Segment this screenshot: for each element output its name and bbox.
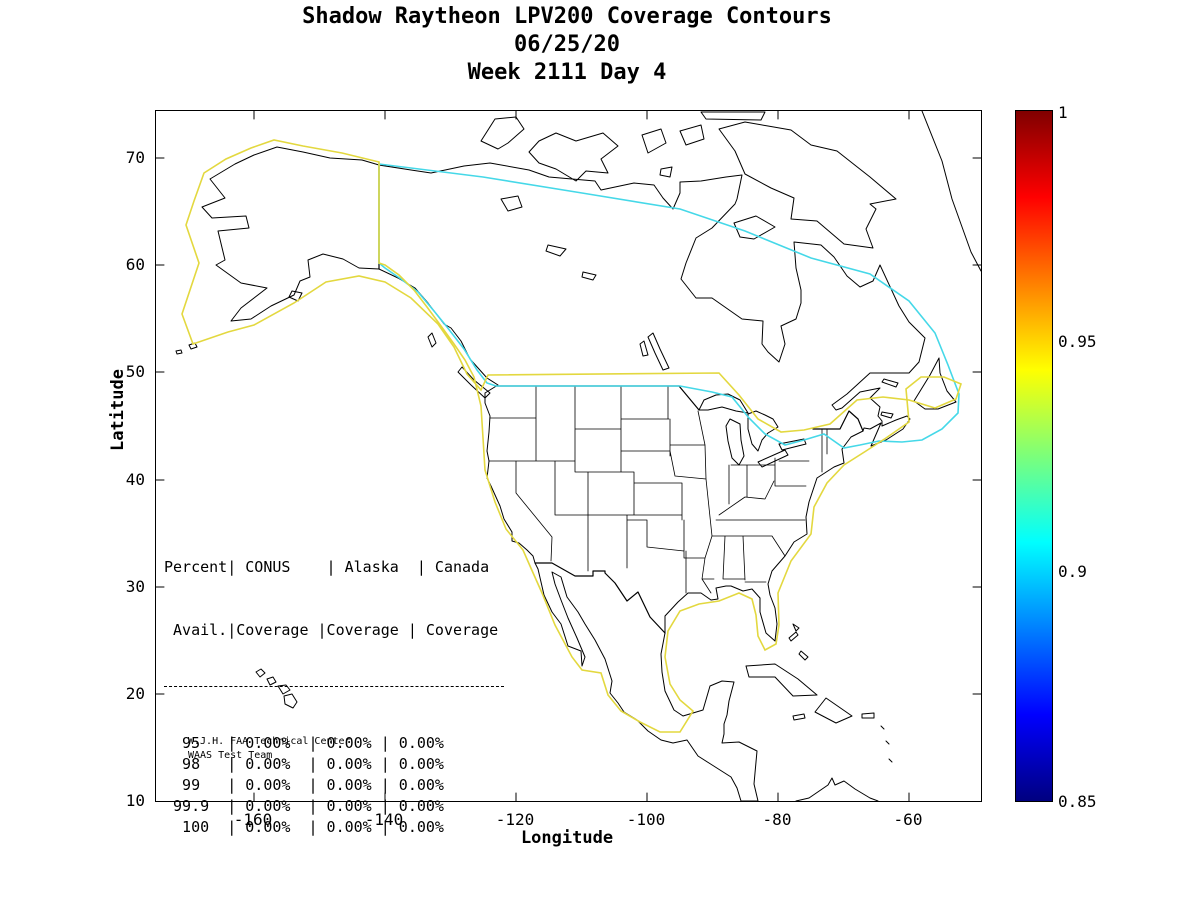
coverage-table-row: 100 | 0.00% | 0.00% | 0.00%: [164, 818, 444, 836]
x-tick-label: -120: [495, 810, 535, 829]
caribbean-islands: [745, 623, 893, 763]
axis-ticks: [156, 111, 981, 801]
coverage-table-row: 99 | 0.00% | 0.00% | 0.00%: [164, 776, 444, 794]
x-tick-label: -80: [762, 810, 792, 829]
coverage-table-header-1: Percent| CONUS | Alaska | Canada: [164, 558, 490, 576]
coverage-table-row: 99.9 | 0.00% | 0.00% | 0.00%: [164, 797, 444, 815]
coverage-table-separator: [164, 683, 504, 687]
y-tick-label: 10: [125, 791, 145, 810]
coverage-contour-0.95: [181, 139, 962, 733]
coverage-contour-0.90: [378, 163, 960, 449]
colorbar-tick-label: 0.85: [1058, 792, 1097, 811]
credit-line-1: W.J.H. FAA Technical Center: [188, 736, 351, 747]
us-state-borders: [488, 385, 828, 594]
colorbar-tick-label: 0.9: [1058, 562, 1087, 581]
colorbar-tick-label: 0.95: [1058, 332, 1097, 351]
x-tick-label: -160: [233, 810, 273, 829]
y-tick-label: 20: [125, 684, 145, 703]
greenland-coast: [921, 111, 981, 272]
plot-subtitle-date: 06/25/20: [514, 32, 620, 57]
x-tick-label: -100: [626, 810, 666, 829]
x-tick-label: -60: [893, 810, 923, 829]
coastline: [201, 146, 926, 801]
north-america-map: [156, 111, 981, 801]
y-tick-label: 30: [125, 577, 145, 596]
south-america-coast: [795, 777, 879, 801]
x-axis-label: Longitude: [520, 828, 614, 848]
atlantic-islands: [880, 357, 957, 419]
credit-line-2: WAAS Test Team: [188, 750, 273, 761]
canadian-lakes: [500, 195, 670, 371]
coverage-table-row: 98 | 0.00% | 0.00% | 0.00%: [164, 755, 444, 773]
map-plot-area: Percent| CONUS | Alaska | Canada Avail.|…: [155, 110, 982, 836]
x-tick-label: -140: [364, 810, 404, 829]
credit-annotation: W.J.H. FAA Technical Center WAAS Test Te…: [188, 735, 351, 763]
y-tick-label: 40: [125, 470, 145, 489]
y-tick-label: 70: [125, 148, 145, 167]
plot-title: Shadow Raytheon LPV200 Coverage Contours: [302, 4, 832, 29]
plot-subtitle-week: Week 2111 Day 4: [467, 60, 667, 85]
coverage-table-header-2: Avail.|Coverage |Coverage | Coverage: [164, 621, 499, 639]
y-tick-label: 50: [125, 362, 145, 381]
coverage-table-rows: 95 | 0.00% | 0.00% | 0.00% 98 | 0.00% | …: [164, 733, 504, 838]
arctic-islands: [480, 111, 897, 249]
coverage-table: Percent| CONUS | Alaska | Canada Avail.|…: [164, 515, 504, 880]
colorbar-tick-label: 1: [1058, 103, 1068, 122]
y-tick-label: 60: [125, 255, 145, 274]
colorbar: [1015, 110, 1053, 802]
coverage-table-row: 95 | 0.00% | 0.00% | 0.00%: [164, 734, 444, 752]
